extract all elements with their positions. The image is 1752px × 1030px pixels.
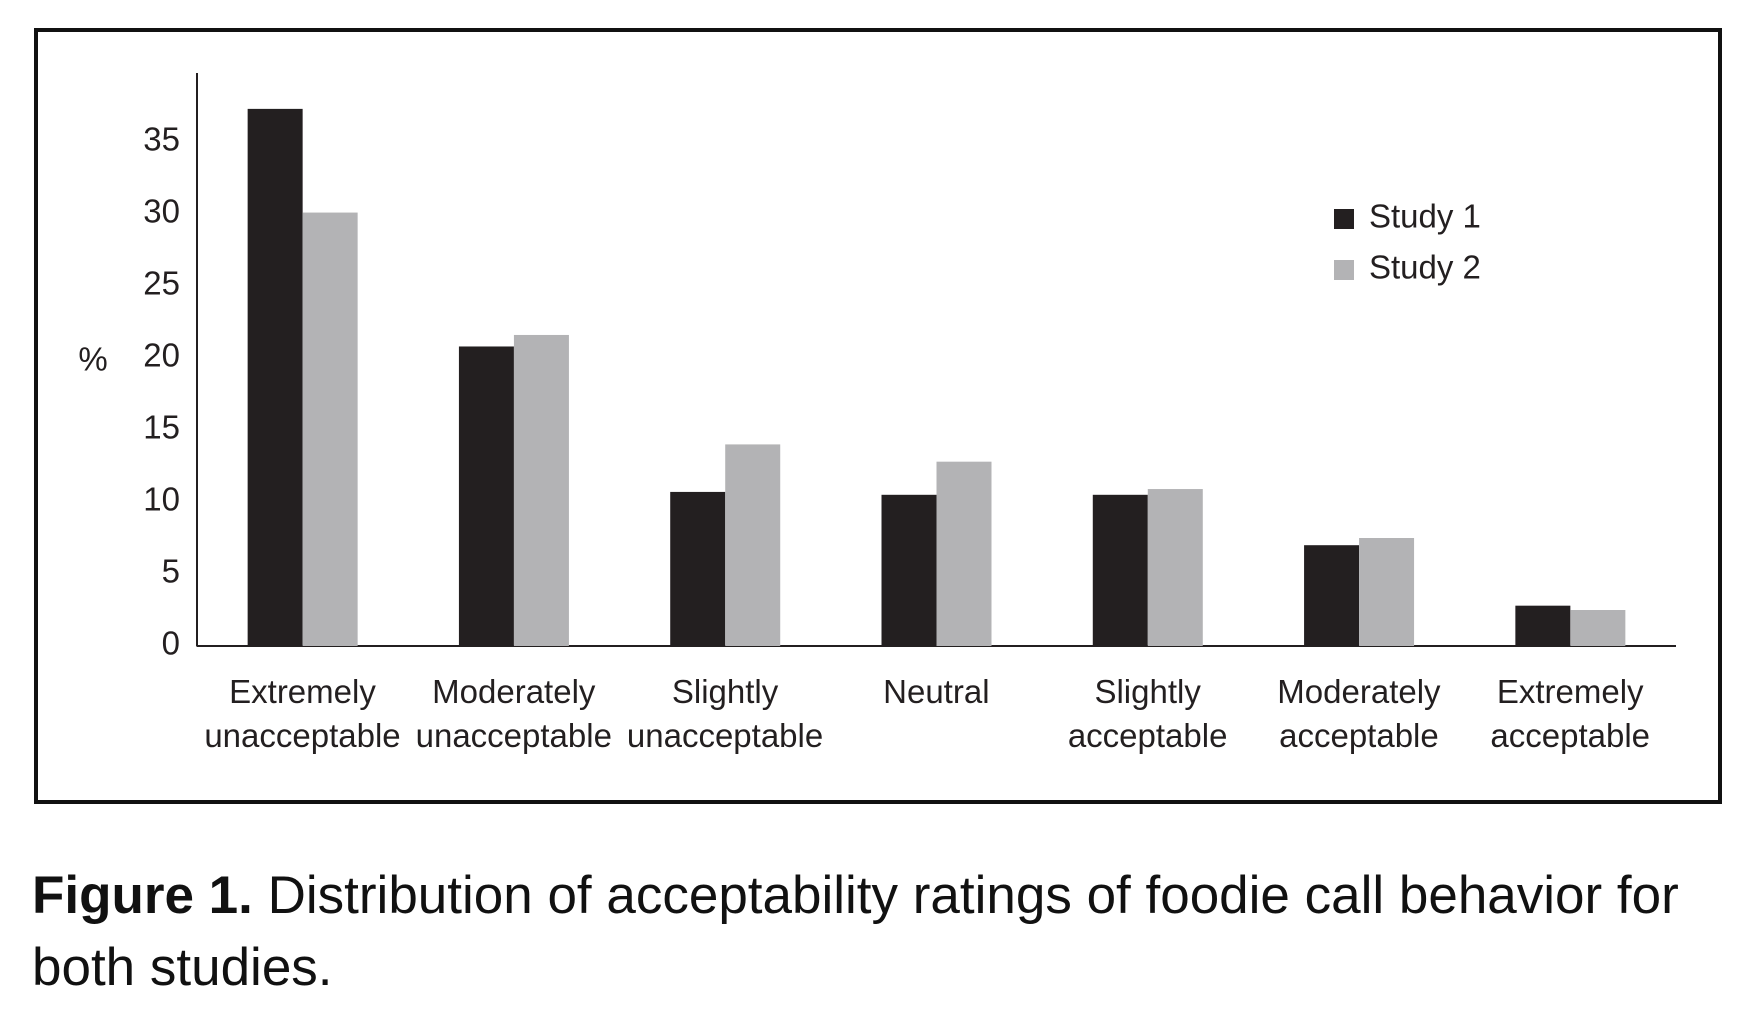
x-tick-label: Extremely unacceptable [204, 673, 401, 754]
bar [1515, 605, 1571, 646]
bar [881, 494, 937, 646]
bar [1570, 610, 1626, 646]
y-tick-label: 0 [162, 625, 180, 662]
legend-swatch [1334, 260, 1354, 280]
y-tick-label: 35 [143, 121, 180, 158]
y-tick-label: 5 [162, 553, 180, 590]
bar [247, 108, 303, 646]
bar [725, 444, 781, 646]
x-tick-label: Slightly unacceptable [626, 673, 824, 754]
y-tick-label: 25 [143, 265, 180, 302]
caption: Figure 1. Distribution of acceptability … [32, 860, 1732, 1004]
x-tick-label: Moderately acceptable [1277, 673, 1441, 754]
y-tick-label: 10 [143, 481, 180, 518]
bar [670, 491, 726, 646]
bar [302, 212, 358, 646]
x-tick-label: Neutral [883, 673, 990, 710]
bar [1304, 545, 1360, 646]
x-tick-label: Moderately unacceptable [415, 673, 612, 754]
x-tick-label: Extremely acceptable [1490, 673, 1651, 754]
frame [34, 28, 1722, 804]
y-axis-label: % [78, 341, 107, 378]
bar [513, 334, 569, 646]
legend-label: Study 1 [1369, 198, 1481, 235]
y-tick-label: 20 [143, 337, 180, 374]
bar [1359, 538, 1415, 646]
legend-swatch [1334, 209, 1354, 229]
y-tick-label: 30 [143, 193, 180, 230]
bar [1092, 494, 1148, 646]
legend-label: Study 2 [1369, 249, 1481, 286]
bar [458, 346, 514, 646]
bar [936, 461, 992, 646]
caption-label: Figure 1. [32, 866, 253, 925]
bar [1147, 489, 1203, 646]
x-tick-label: Slightly acceptable [1067, 673, 1228, 754]
y-tick-label: 15 [143, 409, 180, 446]
caption-text: Distribution of acceptability ratings of… [32, 866, 1679, 997]
